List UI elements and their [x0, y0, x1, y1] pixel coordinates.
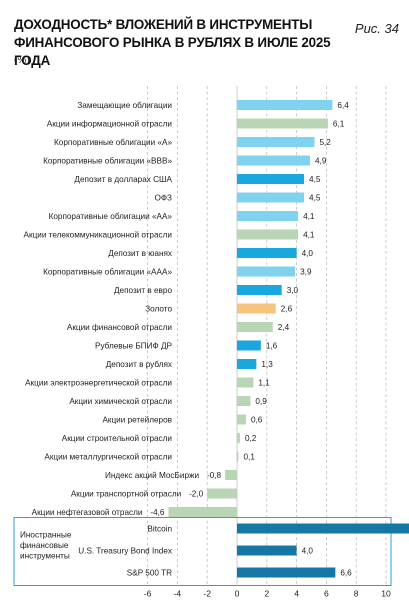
foreign-category-label-2: S&P 500 TR	[127, 569, 172, 578]
foreign-group-frame	[13, 517, 392, 586]
main-bar-20	[225, 470, 237, 480]
main-category-label-3: Корпоративные облигации «ВВВ»	[43, 157, 172, 166]
main-category-label-0: Замещающие облигации	[77, 101, 172, 110]
main-value-label-0: 6,4	[337, 101, 349, 110]
foreign-value-label-2: 6,6	[340, 569, 352, 578]
x-tick-label: 0	[235, 589, 240, 599]
main-value-label-22: -4,6	[150, 508, 165, 517]
main-value-label-1: 6,1	[333, 120, 345, 129]
main-bar-17	[237, 414, 246, 425]
main-bar-1	[237, 118, 328, 129]
main-value-label-15: 1,1	[258, 379, 270, 388]
main-bar-0	[237, 100, 333, 110]
main-value-label-9: 3,9	[300, 268, 312, 277]
main-bar-11	[237, 303, 276, 314]
main-bar-13	[237, 340, 261, 351]
main-bar-9	[237, 266, 296, 277]
main-bar-7	[237, 229, 299, 240]
foreign-bar-1	[237, 545, 297, 556]
main-value-label-20: -0,8	[207, 471, 222, 480]
main-bar-4	[237, 174, 305, 184]
main-value-label-2: 5,2	[319, 138, 331, 147]
main-category-label-14: Депозит в рублях	[106, 360, 172, 369]
main-bar-16	[237, 396, 251, 406]
foreign-group-label-line: Иностранные	[20, 531, 72, 540]
foreign-category-label-1: U.S. Treasury Bond Index	[78, 547, 172, 556]
main-bar-21	[207, 488, 237, 499]
x-tick-label: -2	[203, 589, 211, 599]
main-category-label-5: ОФЗ	[154, 194, 172, 203]
x-tick-label: 10	[381, 589, 391, 599]
main-category-label-1: Акции информационной отрасли	[47, 120, 172, 129]
main-value-label-6: 4,1	[303, 212, 315, 221]
main-category-label-21: Акции транспортной отрасли	[71, 490, 181, 499]
foreign-category-label-0: Bitcoin	[147, 525, 172, 534]
main-bar-6	[237, 211, 299, 221]
main-value-label-18: 0,2	[245, 434, 257, 443]
main-category-label-17: Акции ретейлеров	[102, 416, 172, 425]
foreign-bar-0	[237, 523, 409, 534]
main-value-label-16: 0,9	[255, 397, 267, 406]
x-tick-label: -4	[174, 589, 182, 599]
main-bar-12	[237, 322, 273, 332]
foreign-bar-2	[237, 567, 336, 578]
main-category-label-6: Корпоративные облигации «АА»	[49, 212, 173, 221]
main-category-label-7: Акции телекоммуникационной отрасли	[24, 231, 172, 240]
main-value-label-7: 4,1	[303, 231, 315, 240]
main-category-label-4: Депозит в долларах США	[74, 175, 172, 184]
main-value-label-11: 2,6	[281, 305, 293, 314]
main-bar-2	[237, 137, 315, 147]
main-category-label-8: Депозит в юанях	[108, 249, 172, 258]
x-tick-label: 4	[294, 589, 299, 599]
main-category-label-19: Акции металлургической отрасли	[44, 453, 172, 462]
main-category-label-22: Акции нефтегазовой отрасли	[32, 508, 143, 517]
chart-title: ДОХОДНОСТЬ* ВЛОЖЕНИЙ В ИНСТРУМЕНТЫ ФИНАН…	[14, 17, 331, 68]
figure-label: Рис. 34	[354, 21, 399, 36]
main-category-label-15: Акции электроэнергетической отрасли	[25, 379, 172, 388]
main-bar-22	[168, 507, 237, 517]
main-value-label-8: 4,0	[302, 249, 314, 258]
x-tick-label: 6	[324, 589, 329, 599]
main-bar-19	[237, 451, 239, 462]
main-bar-14	[237, 359, 257, 369]
main-value-label-21: -2,0	[189, 490, 204, 499]
foreign-value-label-1: 4,0	[302, 547, 314, 556]
x-tick-label: -6	[144, 589, 152, 599]
main-value-label-19: 0,1	[243, 453, 255, 462]
main-bar-10	[237, 285, 282, 295]
main-bar-15	[237, 377, 254, 388]
main-bar-3	[237, 155, 311, 166]
main-value-label-12: 2,4	[278, 323, 290, 332]
x-tick-label: 2	[264, 589, 269, 599]
main-bar-18	[237, 433, 240, 443]
foreign-group-label-line: финансовые	[20, 541, 69, 550]
x-tick-label: 8	[354, 589, 359, 599]
main-bar-5	[237, 192, 305, 203]
main-category-label-10: Депозит в евро	[114, 286, 172, 295]
main-category-label-12: Акции финансовой отрасли	[67, 323, 172, 332]
main-bar-8	[237, 248, 297, 258]
foreign-group-label-line: инструменты	[20, 552, 70, 561]
main-category-label-2: Корпоративные облигации «А»	[54, 138, 172, 147]
main-category-label-18: Акции строительной отрасли	[62, 434, 172, 443]
main-category-label-16: Акции химической отрасли	[69, 397, 172, 406]
main-value-label-5: 4,5	[309, 194, 321, 203]
main-value-label-4: 4,5	[309, 175, 321, 184]
main-value-label-10: 3,0	[287, 286, 299, 295]
main-value-label-17: 0,6	[251, 416, 263, 425]
main-category-label-11: Золото	[145, 305, 172, 314]
main-category-label-20: Индекс акций МосБиржи	[105, 471, 199, 480]
main-value-label-14: 1,3	[261, 360, 273, 369]
unit-label: (%)	[14, 55, 30, 66]
main-value-label-13: 1,6	[266, 342, 278, 351]
main-category-label-13: Рублевые БПИФ ДР	[95, 342, 173, 351]
main-value-label-3: 4,9	[315, 157, 327, 166]
main-category-label-9: Корпоративные облигации «ААА»	[43, 268, 172, 277]
